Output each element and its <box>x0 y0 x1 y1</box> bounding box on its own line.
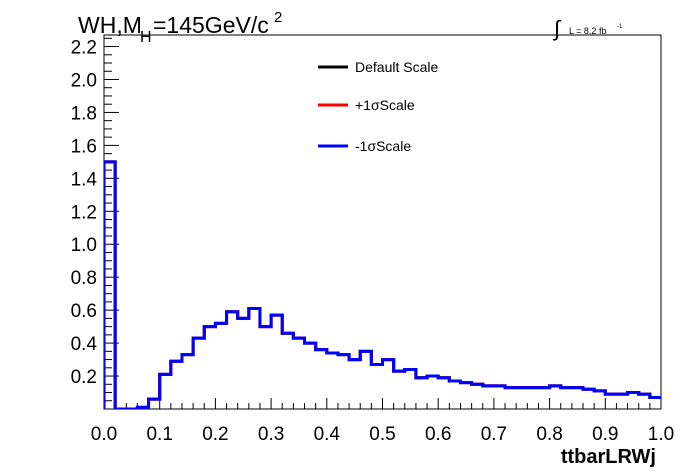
y-tick-label: 0.8 <box>71 268 97 289</box>
y-tick-label: 1.4 <box>71 169 98 190</box>
y-tick-label: 1.0 <box>71 235 97 256</box>
histogram-series <box>104 160 661 409</box>
legend-label-0: Default Scale <box>355 59 438 75</box>
axis-ticks <box>103 37 662 409</box>
y-tick-label: 2.0 <box>71 70 97 91</box>
x-tick-label: 0.4 <box>314 424 341 445</box>
series-line-0 <box>104 160 661 409</box>
y-tick-label: 0.6 <box>71 301 97 322</box>
luminosity-superscript: -1 <box>617 24 623 30</box>
x-tick-label: 0.8 <box>536 424 562 445</box>
integral-symbol: ∫ <box>552 16 562 41</box>
y-tick-label: 0.2 <box>71 367 97 388</box>
title-subscript: H <box>140 29 152 46</box>
x-tick-label: 0.5 <box>369 424 395 445</box>
y-tick-label: 1.2 <box>71 202 97 223</box>
legend-label-2: -1σScale <box>355 138 411 154</box>
y-tick-label: 2.2 <box>71 38 97 59</box>
series-line-2 <box>104 160 661 409</box>
x-tick-label: 0.1 <box>146 424 172 445</box>
plot-frame <box>103 34 662 410</box>
luminosity-label: ∫ L = 8.2 fb -1 <box>552 16 623 41</box>
title-rest: =145GeV/c <box>153 12 269 38</box>
title-superscript: 2 <box>274 9 282 26</box>
legend: Default Scale +1σScale -1σScale <box>318 59 438 154</box>
chart-title: WH,M H =145GeV/c 2 <box>78 9 282 46</box>
title-main: WH,M <box>78 12 142 38</box>
x-tick-label: 0.2 <box>202 424 228 445</box>
x-tick-label: 0.0 <box>91 424 117 445</box>
y-tick-label: 1.6 <box>71 136 97 157</box>
x-tick-label: 1.0 <box>648 424 674 445</box>
x-tick-labels: 0.0 0.1 0.2 0.3 0.4 0.5 0.6 0.7 0.8 0.9 1.0 <box>91 424 674 445</box>
series-line-1 <box>104 160 661 409</box>
x-axis-label: ttbarLRWj <box>561 446 656 468</box>
y-tick-labels: 0.2 0.4 0.6 0.8 1.0 1.2 1.4 1.6 1.8 2.0 2.2 <box>71 38 98 389</box>
y-tick-label: 1.8 <box>71 103 97 124</box>
luminosity-text: L = 8.2 fb <box>569 26 606 36</box>
x-tick-label: 0.3 <box>258 424 284 445</box>
y-tick-label: 0.4 <box>71 334 98 355</box>
x-tick-label: 0.6 <box>425 424 451 445</box>
legend-label-1: +1σScale <box>355 97 415 113</box>
x-tick-label: 0.9 <box>592 424 618 445</box>
x-tick-label: 0.7 <box>481 424 507 445</box>
